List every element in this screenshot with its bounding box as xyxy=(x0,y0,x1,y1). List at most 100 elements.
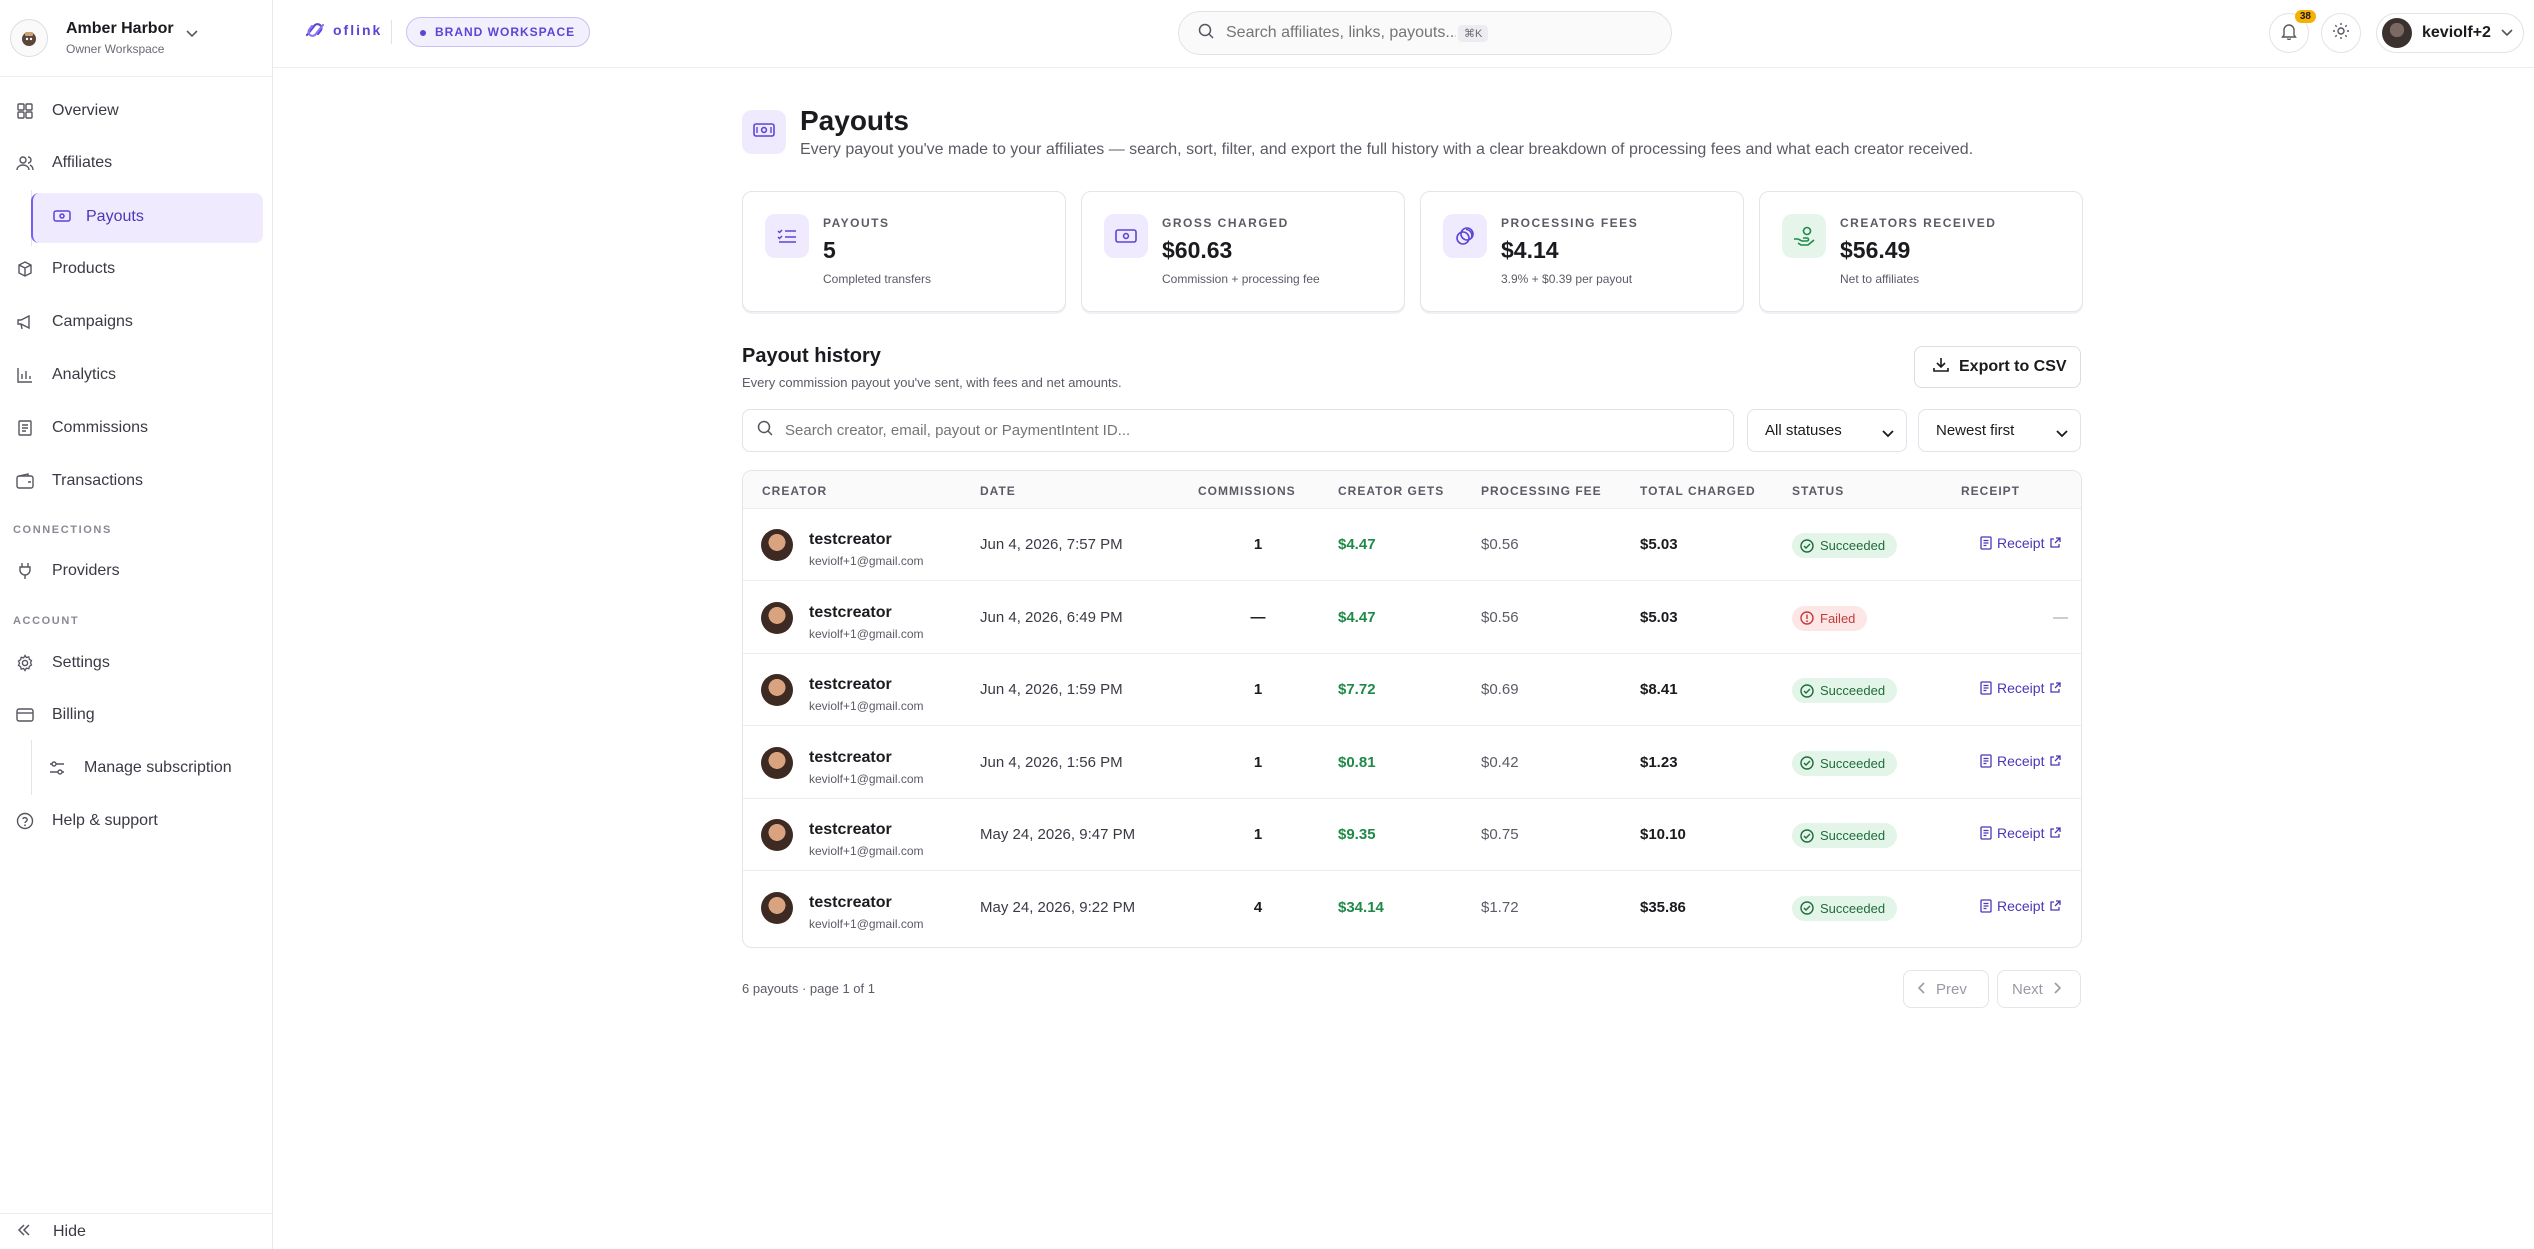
document-icon xyxy=(1980,536,1992,550)
creator-name[interactable]: testcreator xyxy=(809,821,892,838)
status-badge: Succeeded xyxy=(1792,750,1898,776)
payout-search-input[interactable] xyxy=(785,422,1685,439)
creator-email: keviolf+1@gmail.com xyxy=(809,699,924,713)
sidebar-item-analytics[interactable]: Analytics xyxy=(0,352,272,398)
creator-name[interactable]: testcreator xyxy=(809,748,892,766)
notifications-button[interactable]: 38 xyxy=(2269,10,2316,53)
column-header[interactable]: STATUS xyxy=(1792,484,1845,498)
tree-line xyxy=(31,740,32,795)
column-header[interactable]: PROCESSING FEE xyxy=(1481,484,1602,498)
table-row[interactable]: testcreator keviolf+1@gmail.com Jun 4, 202… xyxy=(743,654,2081,726)
hand-coins-icon xyxy=(1782,214,1826,258)
hide-sidebar-button[interactable]: Hide xyxy=(0,1213,272,1249)
banknote-icon xyxy=(1104,214,1148,258)
sidebar-item-commissions[interactable]: Commissions xyxy=(0,405,272,451)
sidebar-item-payouts[interactable]: Payouts xyxy=(31,193,263,243)
sidebar: Amber Harbor Owner Workspace Overview Af… xyxy=(0,0,273,1249)
hide-label: Hide xyxy=(53,1222,86,1240)
page-title: Payouts xyxy=(800,105,909,136)
status-filter-select[interactable]: All statuses xyxy=(1747,409,1907,452)
coins-icon xyxy=(1443,214,1487,258)
column-header[interactable]: CREATOR GETS xyxy=(1338,484,1445,498)
sidebar-item-billing[interactable]: Billing xyxy=(0,692,272,738)
document-icon xyxy=(1980,681,1992,695)
app-logo[interactable]: oflink xyxy=(303,21,382,39)
users-icon xyxy=(16,154,34,172)
sidebar-item-help[interactable]: Help & support xyxy=(0,798,272,844)
receipt-label: Receipt xyxy=(1997,680,2045,696)
table-row[interactable]: testcreator keviolf+1@gmail.com May 24, 20… xyxy=(743,872,2081,944)
table-row[interactable]: testcreator keviolf+1@gmail.com Jun 4, 202… xyxy=(743,582,2081,654)
export-csv-button[interactable]: Export to CSV xyxy=(1914,346,2081,388)
creator-name[interactable]: testcreator xyxy=(809,531,892,548)
sort-select[interactable]: Newest first xyxy=(1918,409,2081,452)
total-charged: $5.03 xyxy=(1640,608,1678,626)
avatar xyxy=(2382,18,2412,48)
sidebar-item-products[interactable]: Products xyxy=(0,246,272,292)
payout-date: May 24, 2026, 9:47 PM xyxy=(980,826,1136,843)
document-icon xyxy=(1980,753,1992,768)
table-row[interactable]: testcreator keviolf+1@gmail.com May 24, 20… xyxy=(743,799,2081,871)
receipt-label: Receipt xyxy=(1997,897,2045,914)
receipt-link[interactable]: Receipt xyxy=(1980,535,2062,551)
creator-name[interactable]: testcreator xyxy=(809,603,892,621)
sidebar-item-affiliates[interactable]: Affiliates xyxy=(0,140,272,186)
page-icon xyxy=(742,110,786,154)
commission-count: 4 xyxy=(1253,898,1263,916)
receipt-link[interactable]: Receipt xyxy=(1980,897,2062,914)
creator-gets: $4.47 xyxy=(1338,536,1376,553)
status-badge: Succeeded xyxy=(1792,678,1898,703)
theme-toggle-button[interactable] xyxy=(2321,13,2361,53)
payout-search[interactable] xyxy=(742,409,1734,452)
receipt-link[interactable]: Receipt xyxy=(1980,680,2062,696)
logo-text: oflink xyxy=(333,22,383,38)
banknote-icon xyxy=(53,209,71,228)
sidebar-item-manage-subscription[interactable]: Manage subscription xyxy=(0,745,272,791)
creator-name[interactable]: testcreator xyxy=(809,676,892,693)
stat-card-gross-charged: GROSS CHARGED $60.63 Commission + proces… xyxy=(1081,191,1405,312)
column-header[interactable]: COMMISSIONS xyxy=(1198,484,1296,498)
status-text: Succeeded xyxy=(1820,538,1886,553)
gear-icon xyxy=(16,654,34,672)
prev-page-button[interactable]: Prev xyxy=(1903,970,1989,1008)
sidebar-item-campaigns[interactable]: Campaigns xyxy=(0,299,272,345)
global-search-input[interactable] xyxy=(1226,24,1456,42)
creator-name[interactable]: testcreator xyxy=(809,893,892,911)
top-bar: oflink BRAND WORKSPACE ⌘K 38 keviolf+2 xyxy=(273,0,2534,68)
global-search[interactable]: ⌘K xyxy=(1178,11,1672,55)
next-page-button[interactable]: Next xyxy=(1997,970,2081,1008)
sidebar-item-label: Products xyxy=(52,260,116,277)
column-header[interactable]: TOTAL CHARGED xyxy=(1640,484,1756,498)
user-menu-button[interactable]: keviolf+2 xyxy=(2376,13,2524,53)
sidebar-item-label: Transactions xyxy=(52,472,143,489)
total-charged: $5.03 xyxy=(1640,536,1678,553)
sidebar-item-overview[interactable]: Overview xyxy=(0,88,272,134)
creator-email: keviolf+1@gmail.com xyxy=(809,916,924,931)
table-row[interactable]: testcreator keviolf+1@gmail.com Jun 4, 202… xyxy=(743,727,2081,799)
receipt-link[interactable]: Receipt xyxy=(1980,753,2062,769)
stat-label: CREATORS RECEIVED xyxy=(1840,216,1997,230)
total-charged: $8.41 xyxy=(1640,681,1678,698)
alert-circle-icon xyxy=(1800,611,1814,625)
sidebar-item-settings[interactable]: Settings xyxy=(0,640,272,686)
workspace-switcher[interactable]: Amber Harbor Owner Workspace xyxy=(0,0,272,77)
page-subtitle: Every payout you've made to your affilia… xyxy=(800,141,1974,158)
stat-value: $4.14 xyxy=(1501,237,1559,263)
table-row[interactable]: testcreator keviolf+1@gmail.com Jun 4, 202… xyxy=(743,509,2081,581)
column-header[interactable]: DATE xyxy=(980,484,1016,498)
search-icon xyxy=(1198,23,1214,44)
sidebar-item-transactions[interactable]: Transactions xyxy=(0,458,272,504)
column-header: RECEIPT xyxy=(1961,484,2021,498)
receipt-link[interactable]: Receipt xyxy=(1980,825,2062,841)
stat-value: $60.63 xyxy=(1162,237,1233,263)
creator-email: keviolf+1@gmail.com xyxy=(809,844,924,858)
divider xyxy=(391,20,392,44)
sidebar-item-label: Payouts xyxy=(86,208,144,225)
creator-gets: $4.47 xyxy=(1338,608,1376,626)
status-text: Succeeded xyxy=(1820,683,1886,698)
total-charged: $1.23 xyxy=(1640,753,1678,771)
stat-note: Net to affiliates xyxy=(1840,272,1920,286)
sidebar-item-providers[interactable]: Providers xyxy=(0,548,272,594)
column-header[interactable]: CREATOR xyxy=(762,484,828,498)
banknote-icon xyxy=(753,122,775,143)
